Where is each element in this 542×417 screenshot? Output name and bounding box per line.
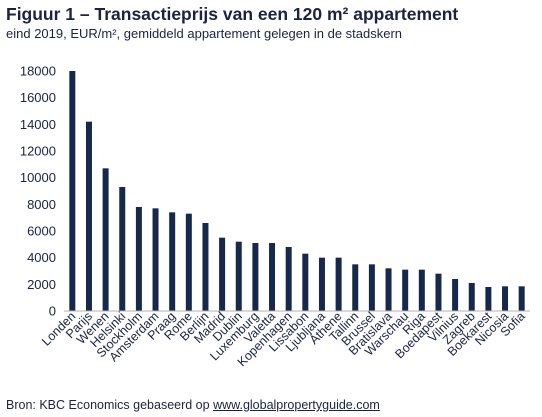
y-tick-label: 12000 xyxy=(20,144,56,159)
bar-luxemburg xyxy=(252,243,259,311)
bar-praag xyxy=(169,212,176,311)
y-axis: 0 2000 4000 6000 8000 10000 12000 14000 16000 180… xyxy=(20,64,56,319)
bar-madrid xyxy=(219,237,226,311)
source-link[interactable]: www.globalpropertyguide.com xyxy=(213,398,380,412)
y-tick-label: 14000 xyxy=(20,117,56,132)
bar-sofia xyxy=(518,286,525,311)
y-tick-label: 8000 xyxy=(27,197,56,212)
bar-rome xyxy=(185,213,192,311)
bar-berlijn xyxy=(202,223,209,311)
bar-londen xyxy=(69,71,76,311)
y-tick-label: 2000 xyxy=(27,277,56,292)
bar-ljubljana xyxy=(318,257,325,311)
bars-group xyxy=(69,71,525,312)
x-axis-labels: LondenParijsWenenHelsinkiStockholmAmster… xyxy=(39,309,528,369)
bar-boedapest xyxy=(435,273,442,311)
bar-valetta xyxy=(269,243,276,311)
bar-nicosia xyxy=(502,286,509,311)
bar-bratislava xyxy=(385,268,392,311)
y-tick-label: 6000 xyxy=(27,224,56,239)
y-tick-label: 0 xyxy=(49,304,56,319)
bar-helsinki xyxy=(119,187,126,311)
bar-warschau xyxy=(402,269,409,311)
y-tick-label: 16000 xyxy=(20,90,56,105)
source-prefix: Bron: KBC Economics gebaseerd op xyxy=(6,398,210,412)
bar-zagreb xyxy=(468,283,475,311)
bar-boekarest xyxy=(485,287,492,311)
bar-athene xyxy=(335,257,342,311)
bar-vilnius xyxy=(452,279,459,311)
bar-kopenhagen xyxy=(285,247,292,311)
bar-wenen xyxy=(102,168,109,311)
bar-brussel xyxy=(368,264,375,311)
chart-subtitle: eind 2019, EUR/m², gemiddeld appartement… xyxy=(6,26,403,41)
bar-lissabon xyxy=(302,253,309,311)
bar-riga xyxy=(418,269,425,311)
bar-dublin xyxy=(235,241,242,311)
bar-tallinn xyxy=(352,264,359,311)
y-tick-label: 4000 xyxy=(27,250,56,265)
bar-amsterdam xyxy=(152,208,159,311)
bar-stockholm xyxy=(135,207,142,311)
source-note: Bron: KBC Economics gebaseerd op www.glo… xyxy=(6,398,380,412)
y-tick-label: 10000 xyxy=(20,170,56,185)
bar-parijs xyxy=(85,121,92,312)
y-tick-label: 18000 xyxy=(20,64,56,79)
chart-title: Figuur 1 – Transactieprijs van een 120 m… xyxy=(6,4,459,24)
